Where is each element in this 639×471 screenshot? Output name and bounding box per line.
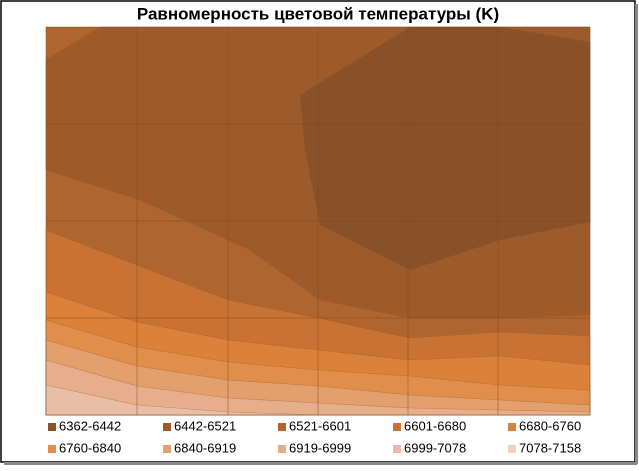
legend-swatch: [48, 445, 56, 453]
legend: 6362-6442 6442-6521 6521-6601 6601-6680 6680…: [48, 418, 581, 455]
legend-label: 7078-7158: [519, 440, 581, 455]
legend-swatch: [48, 423, 56, 431]
legend-label: 6362-6442: [59, 418, 121, 433]
legend-swatch: [508, 445, 516, 453]
legend-label: 6442-6521: [174, 418, 236, 433]
plot-area: [45, 26, 591, 416]
legend-swatch: [393, 423, 401, 431]
contour-region: [45, 384, 319, 416]
legend-swatch: [508, 423, 516, 431]
legend-swatch: [163, 423, 171, 431]
legend-swatch: [163, 445, 171, 453]
legend-label: 6521-6601: [289, 418, 351, 433]
legend-swatch: [393, 445, 401, 453]
legend-label: 6840-6919: [174, 440, 236, 455]
legend-swatch: [278, 423, 286, 431]
legend-label: 6999-7078: [404, 440, 466, 455]
legend-label: 6680-6760: [519, 418, 581, 433]
chart-title: Равномерность цветовой температуры (K): [137, 4, 499, 23]
legend-label: 6919-6999: [289, 440, 351, 455]
legend-label: 6601-6680: [404, 418, 466, 433]
legend-swatch: [278, 445, 286, 453]
contour-region: [299, 26, 591, 271]
legend-label: 6760-6840: [59, 440, 121, 455]
